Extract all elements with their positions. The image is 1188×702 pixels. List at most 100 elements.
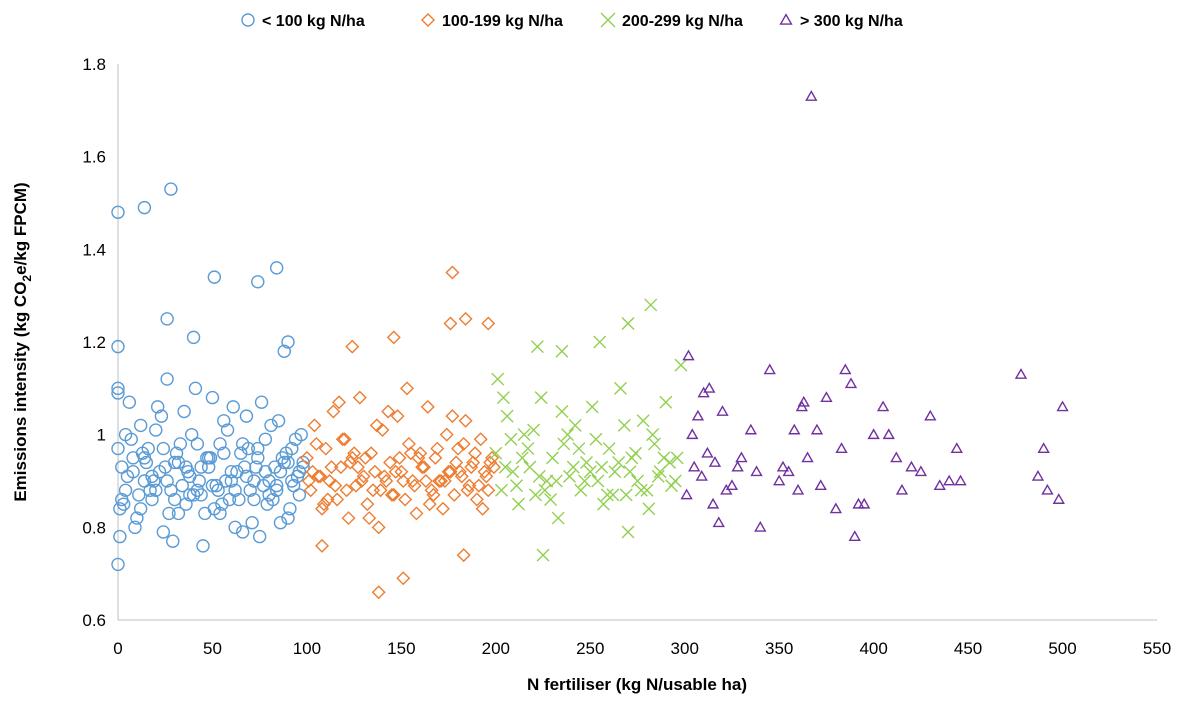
data-point xyxy=(375,423,390,438)
data-point xyxy=(574,483,588,497)
data-point xyxy=(580,455,593,469)
data-point xyxy=(646,428,660,442)
data-point xyxy=(369,418,384,433)
data-point xyxy=(237,460,252,474)
y-tick-label: 1.4 xyxy=(82,240,106,259)
data-point xyxy=(835,442,848,453)
legend-marker xyxy=(421,13,435,27)
data-point xyxy=(226,400,240,414)
data-point xyxy=(750,465,763,477)
data-point xyxy=(706,497,720,509)
x-tick-label: 50 xyxy=(203,639,222,658)
x-tick-label: 0 xyxy=(113,639,122,658)
data-point xyxy=(235,437,250,451)
data-point xyxy=(890,451,903,463)
data-point xyxy=(362,511,377,526)
data-point xyxy=(137,200,152,215)
data-point xyxy=(160,372,174,386)
data-point xyxy=(479,469,494,484)
data-point xyxy=(126,465,140,479)
data-point xyxy=(156,525,171,539)
data-point xyxy=(184,427,199,442)
data-point xyxy=(511,497,525,511)
data-point xyxy=(1014,368,1028,379)
data-point xyxy=(914,465,928,477)
data-point xyxy=(183,488,197,502)
data-point xyxy=(156,441,171,456)
data-point xyxy=(303,483,318,498)
data-point xyxy=(281,511,295,525)
x-tick-label: 450 xyxy=(954,639,982,658)
data-point xyxy=(371,520,386,535)
data-point xyxy=(1056,400,1069,412)
data-point xyxy=(788,423,801,435)
data-point xyxy=(420,399,435,414)
data-point xyxy=(708,456,722,467)
data-point xyxy=(668,474,682,488)
data-point xyxy=(254,395,269,409)
data-point xyxy=(296,460,310,474)
x-tick-label: 200 xyxy=(482,639,510,658)
y-axis-title-subscript: 2 xyxy=(20,275,34,282)
data-point xyxy=(500,409,514,423)
data-point xyxy=(782,465,795,477)
y-axis-title: Emissions intensity (kg CO2e/kg FPCM) xyxy=(11,182,34,501)
x-tick-label: 500 xyxy=(1048,639,1076,658)
data-point xyxy=(251,451,265,465)
data-point xyxy=(456,436,471,451)
data-point xyxy=(422,497,437,512)
data-point xyxy=(132,488,146,502)
y-axis-title-suffix: e/kg FPCM) xyxy=(11,182,30,275)
data-point xyxy=(583,465,597,479)
data-point xyxy=(549,474,563,488)
data-point xyxy=(950,442,963,453)
data-point xyxy=(217,446,231,460)
data-point xyxy=(403,446,418,461)
data-point xyxy=(460,483,475,498)
data-point xyxy=(506,465,520,479)
data-point xyxy=(299,450,314,465)
data-point xyxy=(111,205,125,219)
data-point xyxy=(201,460,216,474)
data-point xyxy=(122,395,137,409)
data-point xyxy=(515,451,529,465)
data-point xyxy=(876,400,890,412)
data-point xyxy=(712,516,725,528)
data-point xyxy=(426,487,441,502)
data-point xyxy=(608,465,622,479)
data-point xyxy=(133,418,148,433)
data-point xyxy=(166,534,180,548)
data-point xyxy=(330,492,345,507)
data-point xyxy=(454,469,469,484)
data-point xyxy=(111,557,125,572)
data-point xyxy=(149,483,163,497)
series-4-points xyxy=(680,90,1069,542)
data-point xyxy=(432,474,447,488)
x-axis-title: N fertiliser (kg N/usable ha) xyxy=(527,675,747,694)
data-point xyxy=(313,469,328,484)
data-point xyxy=(301,474,316,488)
data-point xyxy=(118,483,133,497)
data-point xyxy=(273,516,288,530)
legend: < 100 kg N/ha 100-199 kg N/ha 200-299 kg N… xyxy=(241,12,903,30)
data-point xyxy=(149,423,163,437)
data-point xyxy=(562,469,576,483)
data-point xyxy=(379,474,394,488)
data-point xyxy=(527,423,541,437)
data-point xyxy=(383,455,398,470)
axes xyxy=(117,64,1157,621)
y-tick-label: 1 xyxy=(97,426,106,445)
x-tick-label: 150 xyxy=(387,639,415,658)
data-point xyxy=(234,446,248,460)
data-point xyxy=(555,344,569,358)
data-point xyxy=(521,442,535,456)
data-point xyxy=(731,460,744,472)
data-point xyxy=(232,492,246,507)
data-point xyxy=(458,311,473,326)
data-point xyxy=(213,437,227,451)
data-point xyxy=(451,441,466,456)
data-point xyxy=(844,377,858,389)
data-point xyxy=(281,335,295,349)
data-point xyxy=(441,464,456,479)
data-point xyxy=(186,330,201,345)
